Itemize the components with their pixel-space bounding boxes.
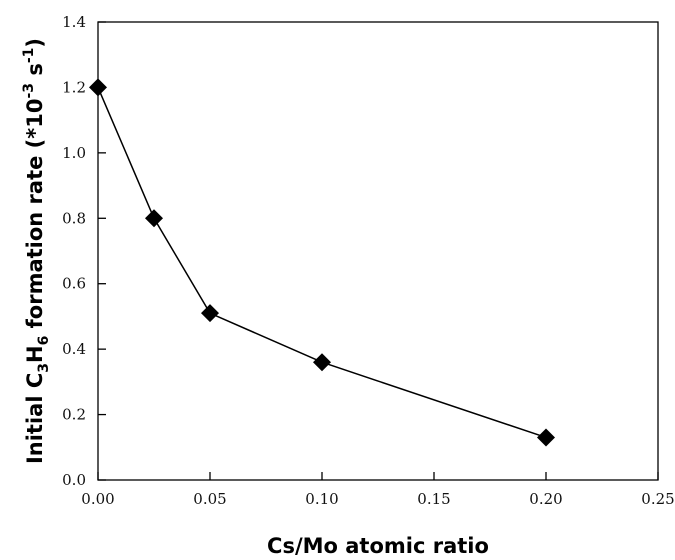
- y-axis-title-sub: 6: [36, 336, 52, 346]
- y-axis-title-sup: -1: [21, 48, 37, 64]
- plot-area: [97, 21, 659, 481]
- y-axis: 0.0 0.2 0.4 0.6 0.8 1.0 1.2 1.4: [62, 13, 106, 489]
- y-axis-title-part: ): [23, 38, 47, 48]
- data-point-diamond: [537, 428, 555, 447]
- y-tick-label: 0.6: [62, 275, 86, 293]
- y-tick-label: 0.0: [62, 471, 86, 489]
- y-tick-label: 0.4: [62, 340, 86, 358]
- x-tick-label: 0.00: [81, 490, 114, 508]
- y-axis-title-sup: -3: [21, 83, 37, 99]
- y-axis-title: Initial C3H6 formation rate (*10-3 s-1): [21, 38, 52, 464]
- y-axis-title-part: Initial C: [23, 373, 47, 464]
- x-tick-label: 0.25: [641, 490, 674, 508]
- data-point-diamond: [313, 353, 331, 372]
- series-line: [97, 87, 547, 439]
- data-point-diamond: [145, 209, 163, 228]
- y-tick-label: 1.4: [62, 13, 86, 31]
- y-tick-label: 0.8: [62, 209, 86, 227]
- y-tick-label: 0.2: [62, 406, 86, 424]
- y-tick-label: 1.2: [62, 78, 86, 96]
- y-tick-label: 1.0: [62, 144, 86, 162]
- x-axis-title: Cs/Mo atomic ratio: [267, 534, 489, 558]
- x-tick-label: 0.20: [529, 490, 562, 508]
- y-axis-title-sub: 3: [36, 363, 52, 373]
- y-axis-title-part: formation rate (*10: [23, 99, 47, 336]
- y-axis-title-part: s: [23, 63, 47, 83]
- y-axis-title-part: H: [23, 345, 47, 363]
- data-point-diamond: [89, 78, 107, 97]
- x-axis: 0.00 0.05 0.10 0.15 0.20 0.25: [81, 472, 675, 508]
- x-tick-label: 0.10: [305, 490, 338, 508]
- series-markers: [89, 78, 555, 447]
- x-tick-label: 0.05: [193, 490, 226, 508]
- data-point-diamond: [201, 304, 219, 323]
- x-tick-label: 0.15: [417, 490, 450, 508]
